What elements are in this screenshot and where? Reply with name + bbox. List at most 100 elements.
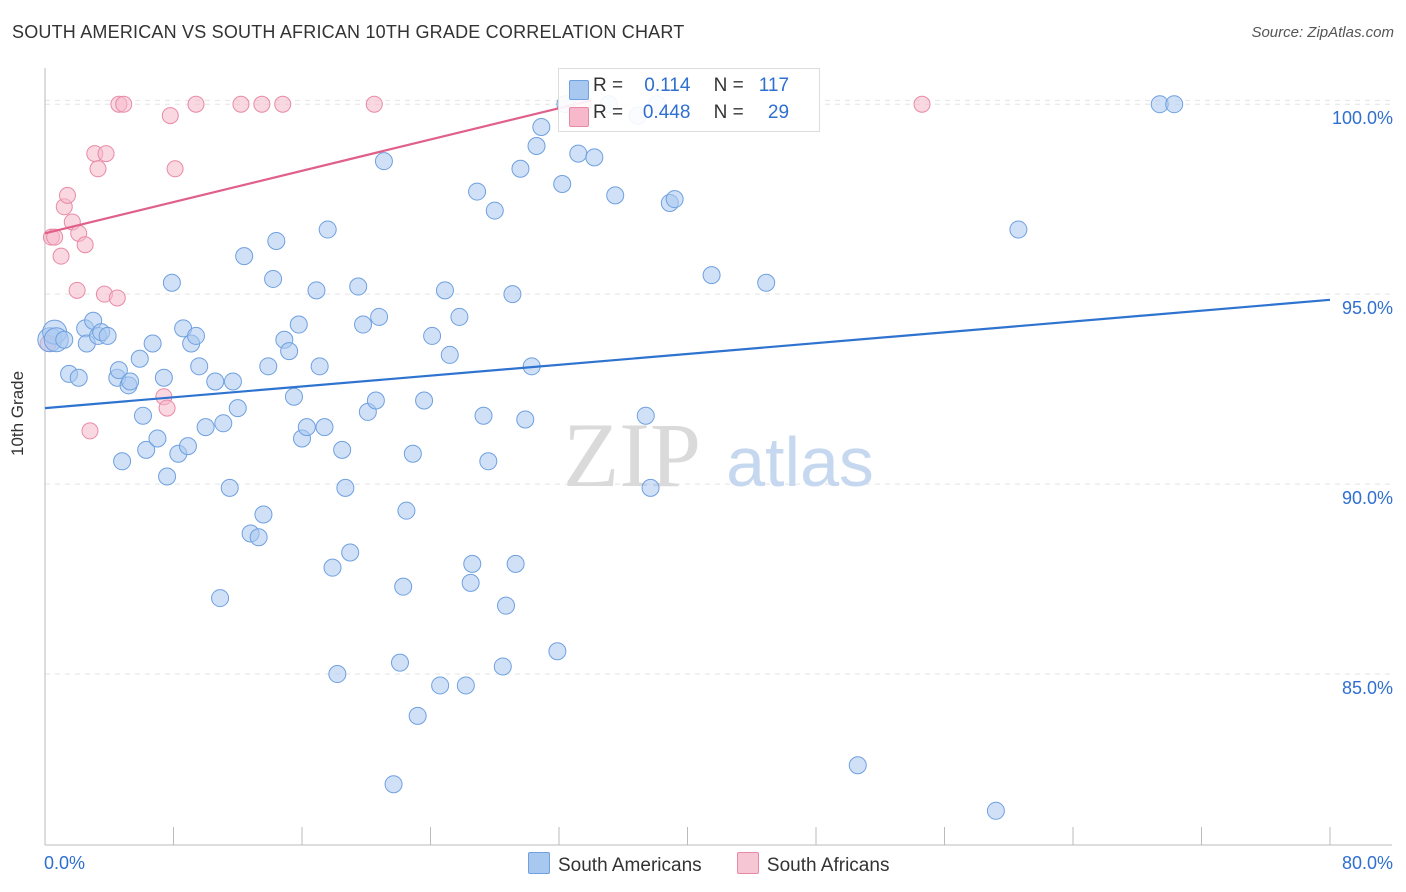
data-point-south-africans — [68, 281, 86, 299]
y-tick-label: 100.0% — [1332, 108, 1393, 128]
data-point-south-africans — [274, 95, 292, 113]
y-tick-label: 95.0% — [1342, 298, 1393, 318]
data-point-south-americans — [848, 756, 867, 775]
data-point-south-americans — [284, 387, 303, 406]
axes — [44, 68, 1392, 846]
data-point-south-americans — [606, 186, 625, 205]
data-point-south-americans — [341, 543, 360, 562]
data-point-south-americans — [318, 220, 337, 239]
data-point-south-americans — [440, 345, 459, 364]
data-point-south-americans — [130, 349, 149, 368]
data-point-south-americans — [585, 148, 604, 167]
data-point-south-americans — [121, 372, 140, 391]
data-point-south-americans — [223, 372, 242, 391]
data-point-south-americans — [474, 406, 493, 425]
data-point-south-americans — [158, 467, 177, 486]
data-point-south-americans — [148, 429, 167, 448]
data-point-south-americans — [435, 281, 454, 300]
data-point-south-africans — [76, 236, 94, 254]
r-value-south-americans: 0.114 — [644, 75, 691, 96]
data-point-south-americans — [665, 190, 684, 209]
x-tick-label: 0.0% — [44, 853, 85, 873]
data-point-south-africans — [81, 422, 99, 440]
legend-swatch-blue — [528, 852, 550, 874]
data-point-south-americans — [254, 505, 273, 524]
legend-swatch-pink — [569, 107, 589, 127]
trend-lines — [44, 99, 1331, 410]
data-point-south-americans — [553, 174, 572, 193]
data-point-south-americans — [206, 372, 225, 391]
series-legend: South Americans South Africans — [528, 852, 919, 877]
data-point-south-americans — [162, 273, 181, 292]
data-point-south-africans — [913, 95, 931, 113]
data-point-south-americans — [496, 596, 515, 615]
data-point-south-africans — [161, 107, 179, 125]
data-point-south-americans — [532, 117, 551, 136]
data-point-south-americans — [485, 201, 504, 220]
data-point-south-americans — [55, 330, 74, 349]
data-point-south-americans — [154, 368, 173, 387]
data-point-south-americans — [702, 266, 721, 285]
data-point-south-americans — [267, 231, 286, 250]
data-point-south-americans — [450, 307, 469, 326]
data-point-south-americans — [323, 558, 342, 577]
data-point-south-americans — [986, 801, 1005, 820]
data-point-south-americans — [328, 665, 347, 684]
data-point-south-americans — [280, 342, 299, 361]
data-point-south-africans — [52, 247, 70, 265]
watermark-atlas: atlas — [726, 423, 874, 501]
data-point-south-americans — [370, 307, 389, 326]
n-label: N = — [713, 75, 744, 96]
y-tick-label: 85.0% — [1342, 678, 1393, 698]
data-point-south-americans — [109, 361, 128, 380]
data-point-south-americans — [431, 676, 450, 695]
data-point-south-africans — [46, 228, 64, 246]
watermark: ZIP atlas — [563, 404, 874, 506]
data-point-south-americans — [137, 440, 156, 459]
data-point-south-africans — [187, 95, 205, 113]
data-point-south-africans — [158, 399, 176, 417]
data-point-south-americans — [214, 414, 233, 433]
trend-line-south-africans — [44, 99, 592, 235]
x-tick-label: 80.0% — [1342, 853, 1393, 873]
data-point-south-americans — [366, 391, 385, 410]
data-point-south-africans — [58, 186, 76, 204]
data-point-south-americans — [468, 182, 487, 201]
data-point-south-americans — [461, 573, 480, 592]
data-point-south-americans — [636, 406, 655, 425]
legend-row-south-africans: R = 0.448 N = 29 — [569, 102, 789, 128]
legend-label-south-americans: South Americans — [558, 855, 702, 876]
data-point-south-americans — [415, 391, 434, 410]
series-south-americans — [37, 95, 1184, 820]
data-point-south-americans — [1009, 220, 1028, 239]
data-point-south-americans — [307, 281, 326, 300]
data-point-south-africans — [365, 95, 383, 113]
data-point-south-americans — [403, 444, 422, 463]
source-label: Source: ZipAtlas.com — [1251, 24, 1394, 41]
data-point-south-americans — [133, 406, 152, 425]
y-tick-label: 90.0% — [1342, 488, 1393, 508]
series-south-africans — [39, 95, 931, 440]
data-point-south-americans — [527, 136, 546, 155]
data-point-south-africans — [232, 95, 250, 113]
data-point-south-americans — [463, 554, 482, 573]
trend-line-south-americans — [44, 298, 1331, 410]
data-point-south-americans — [349, 277, 368, 296]
chart-title: SOUTH AMERICAN VS SOUTH AFRICAN 10TH GRA… — [12, 22, 685, 42]
data-point-south-americans — [374, 152, 393, 171]
data-point-south-americans — [186, 326, 205, 345]
data-point-south-americans — [333, 440, 352, 459]
data-point-south-americans — [506, 554, 525, 573]
data-point-south-americans — [297, 418, 316, 437]
data-point-south-americans — [289, 315, 308, 334]
data-point-south-africans — [89, 160, 107, 178]
data-point-south-americans — [390, 653, 409, 672]
data-point-south-africans — [166, 160, 184, 178]
data-point-south-americans — [113, 452, 132, 471]
legend-swatch-pink — [736, 852, 759, 874]
data-point-south-americans — [264, 269, 283, 288]
n-value-south-americans: 117 — [758, 75, 790, 96]
data-point-south-americans — [235, 247, 254, 266]
correlation-legend: R = 0.114 N = 117 R = 0.448 N = 29 — [558, 68, 820, 132]
